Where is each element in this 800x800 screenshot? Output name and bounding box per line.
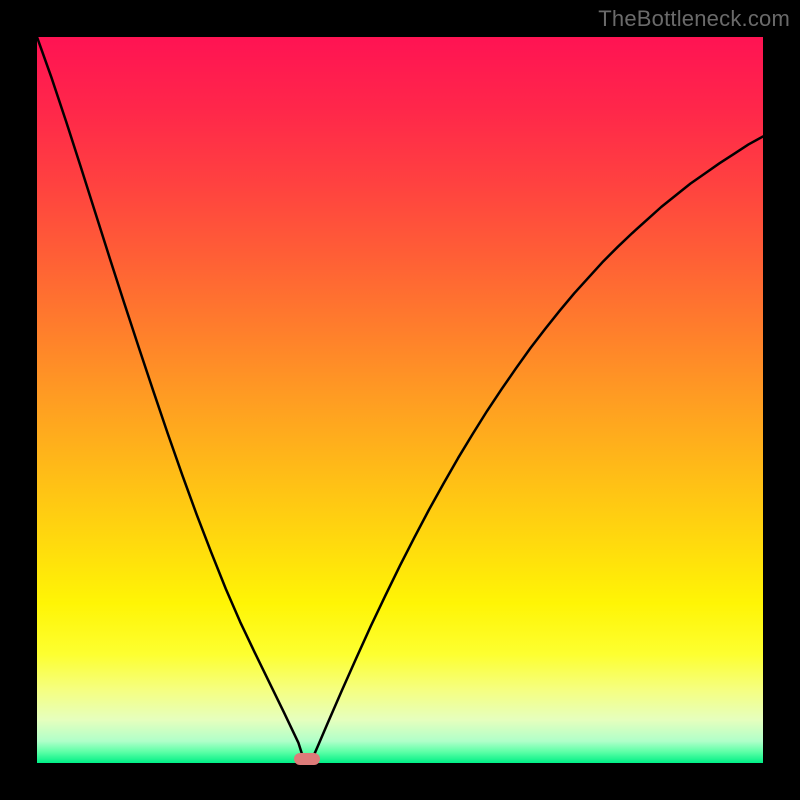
plot-area	[37, 37, 763, 763]
watermark-text: TheBottleneck.com	[598, 6, 790, 32]
background-gradient	[37, 37, 763, 763]
chart-frame: TheBottleneck.com	[0, 0, 800, 800]
minimum-marker	[294, 753, 320, 765]
